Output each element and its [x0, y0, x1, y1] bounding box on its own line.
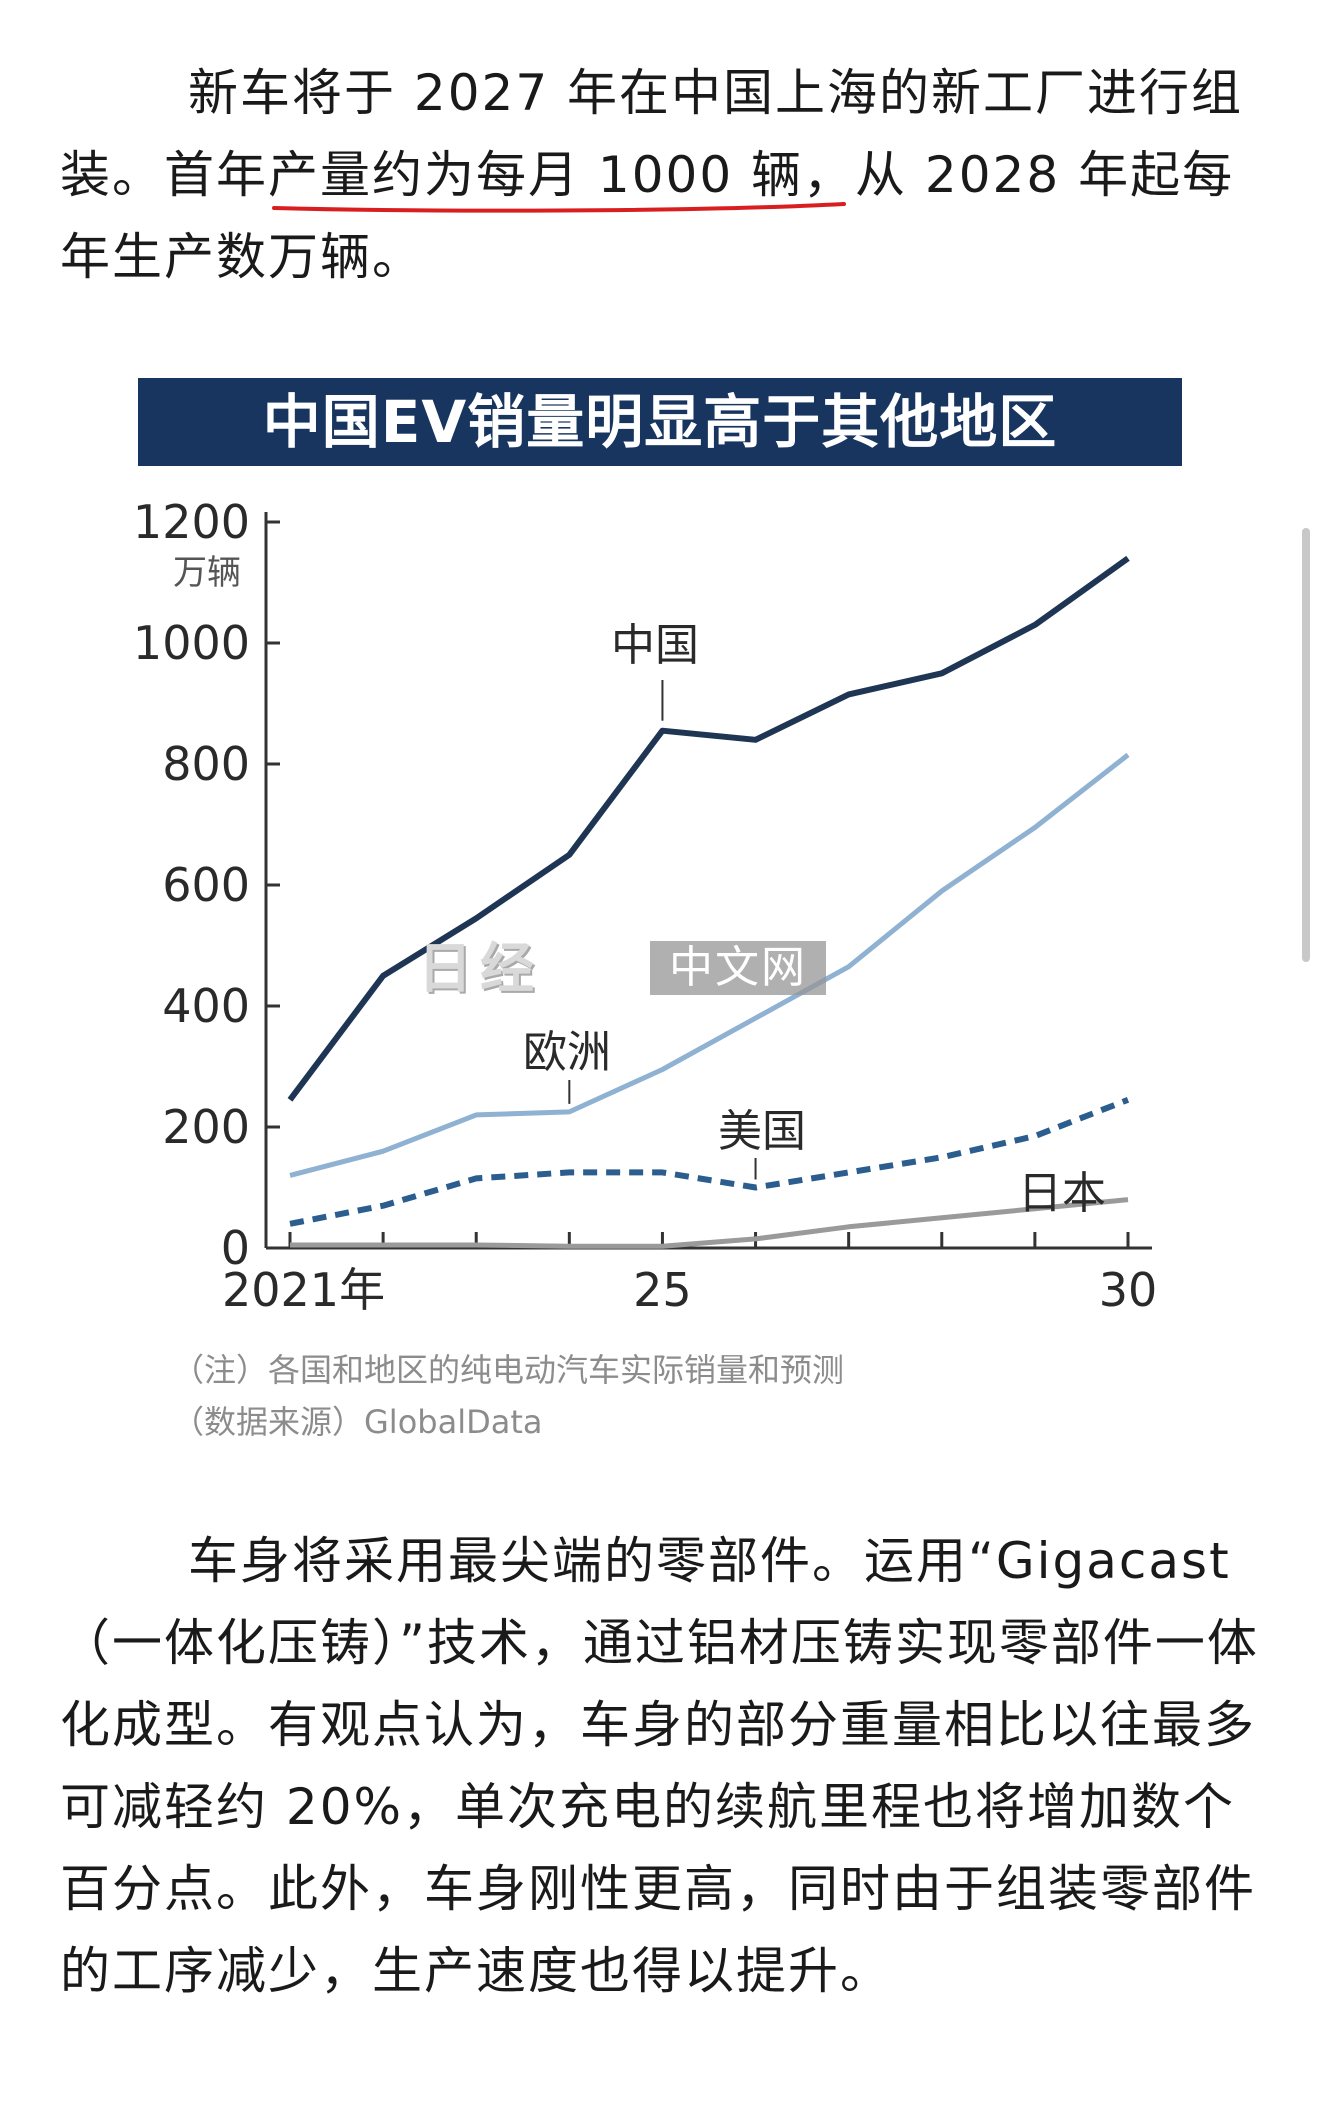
chart-figure	[158, 352, 1198, 1492]
y-axis-unit-label: 万辆	[173, 553, 241, 593]
x-tick-label-2021: 2021年	[222, 1263, 385, 1317]
watermark-badge: 中文网	[650, 941, 826, 995]
paragraph-1-text: 新车将于 2027 年在中国上海的新工厂进行组装。首年产量约为每月 1000 辆…	[60, 64, 1244, 286]
x-tick-label-2025: 25	[633, 1263, 692, 1317]
paragraph-1: 新车将于 2027 年在中国上海的新工厂进行组装。首年产量约为每月 1000 辆…	[60, 52, 1260, 298]
red-underline-path	[272, 202, 846, 213]
red-underline-mark	[272, 202, 846, 213]
series-label-0: 中国	[611, 620, 699, 671]
series-line-1	[289, 752, 1130, 1178]
paragraph-2-text: 车身将采用最尖端的零部件。运用“Gigacast（一体化压铸）”技术，通过铝材压…	[60, 1532, 1259, 2000]
series-label-2: 美国	[718, 1106, 806, 1157]
y-tick-label-400: 400	[162, 979, 250, 1033]
series-line-3	[290, 1197, 1129, 1249]
x-tick-label-2030: 30	[1099, 1263, 1158, 1317]
series-line-2	[289, 1097, 1130, 1227]
y-tick-label-800: 800	[162, 737, 250, 791]
y-tick-label-0: 0	[221, 1221, 250, 1275]
y-tick-label-600: 600	[162, 858, 250, 912]
paragraph-2: 车身将采用最尖端的零部件。运用“Gigacast（一体化压铸）”技术，通过铝材压…	[60, 1520, 1260, 2012]
series-label-1: 欧洲	[523, 1027, 611, 1078]
y-tick-label-1200: 1200	[133, 495, 250, 549]
chart-title: 中国EV销量明显高于其他地区	[262, 388, 1058, 456]
chart-title-bar: 中国EV销量明显高于其他地区	[138, 378, 1182, 466]
watermark: 日经 中文网	[418, 937, 826, 999]
chart-note: （注）各国和地区的纯电动汽车实际销量和预测	[172, 1351, 845, 1389]
series-label-3: 日本	[1018, 1168, 1106, 1219]
chart-source: （数据来源）GlobalData	[172, 1403, 543, 1441]
scrollbar[interactable]	[1302, 528, 1310, 962]
series-line-0	[287, 555, 1130, 1102]
y-tick-label-200: 200	[162, 1100, 250, 1154]
y-tick-label-1000: 1000	[133, 616, 250, 670]
watermark-logo: 日经	[418, 936, 542, 1000]
